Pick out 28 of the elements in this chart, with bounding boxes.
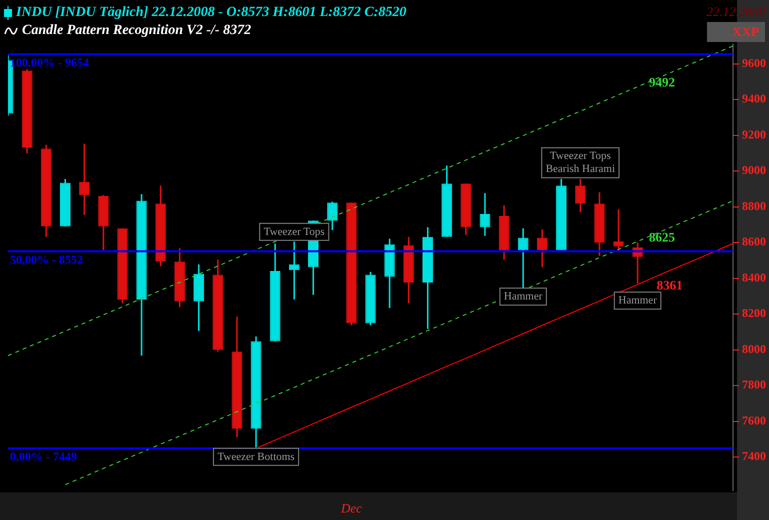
annotation: Hammer bbox=[504, 290, 543, 303]
chart-subtitle: Candle Pattern Recognition V2 -/- 8372 bbox=[22, 22, 252, 40]
annotation: Hammer bbox=[618, 294, 658, 307]
y-tick-label: 8600 bbox=[742, 234, 766, 249]
text: XXP bbox=[706, 22, 765, 42]
y-tick-label: 8200 bbox=[742, 306, 766, 320]
x-tick-label: Dec bbox=[340, 500, 362, 516]
annotation: Tweezer Tops Bearish Harami bbox=[546, 150, 616, 176]
annotation: 50,00% - 8552 bbox=[10, 252, 83, 266]
annotation: Tweezer Tops bbox=[264, 226, 325, 238]
y-tick-label: 9000 bbox=[742, 163, 766, 178]
y-tick-label: 9400 bbox=[742, 92, 766, 106]
annotation: 100,00% - 9654 bbox=[10, 55, 89, 70]
y-tick-label: 8000 bbox=[742, 342, 766, 356]
chart-title: INDU [INDU Täglich] 22.12.2008 - O:8573 H:8601 L:8372 C:8520 bbox=[16, 4, 406, 22]
y-tick-label: 8400 bbox=[742, 270, 766, 284]
annotation: 0,00% - 7449 bbox=[10, 449, 77, 464]
y-tick-label: 9200 bbox=[742, 127, 766, 142]
y-tick-label: 7600 bbox=[742, 413, 766, 428]
y-tick-label: 9600 bbox=[742, 56, 766, 70]
text: 22.12.2008 bbox=[706, 3, 765, 21]
annotation: 8361 bbox=[656, 277, 683, 292]
annotation: 8625 bbox=[649, 230, 676, 245]
y-tick-label: 8800 bbox=[742, 198, 766, 213]
annotation: 9492 bbox=[649, 74, 676, 90]
y-tick-label: 7800 bbox=[742, 378, 766, 392]
annotation: Tweezer Bottoms bbox=[217, 450, 295, 463]
y-tick-label: 7400 bbox=[742, 449, 766, 464]
